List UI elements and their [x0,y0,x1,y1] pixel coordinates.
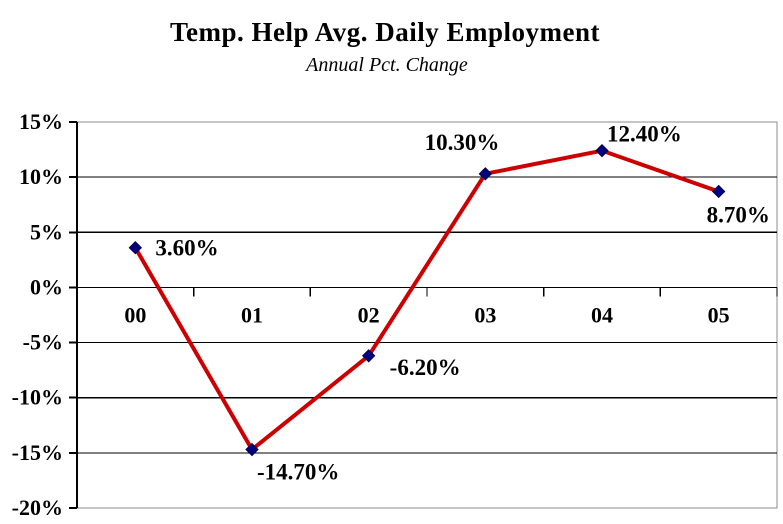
x-axis-label: 01 [241,302,263,327]
series-line [133,148,720,453]
y-axis-label: -10% [12,385,63,410]
data-point-label: -6.20% [390,355,461,380]
x-axis-label: 00 [124,302,146,327]
data-point-label: 3.60% [155,236,218,261]
y-axis-label: 10% [19,164,63,189]
data-point-marker [711,184,726,199]
data-point-label: 10.30% [425,130,500,155]
data-point-marker [478,167,493,181]
y-axis-label: -15% [12,440,63,465]
x-axis-label: 05 [708,302,730,327]
data-point-label: -14.70% [257,460,339,485]
data-point-marker [361,349,376,363]
x-axis-label: 02 [358,302,380,327]
data-point-marker [595,143,609,158]
data-point-marker [245,442,259,457]
data-point-label: 12.40% [607,122,682,147]
data-point-label: 8.70% [707,202,770,227]
data-point-marker [128,241,143,255]
y-axis-label: 15% [19,109,63,134]
y-axis-label: 0% [30,274,63,299]
x-axis-label: 03 [474,302,496,327]
chart-title: Temp. Help Avg. Daily Employment [169,17,601,47]
y-axis-label: -20% [12,495,63,520]
y-axis-label: 5% [30,219,63,244]
chart-subtitle: Annual Pct. Change [306,54,468,76]
x-axis-label: 04 [591,302,613,327]
y-axis-label: -5% [23,330,63,355]
plot-border [76,121,778,509]
